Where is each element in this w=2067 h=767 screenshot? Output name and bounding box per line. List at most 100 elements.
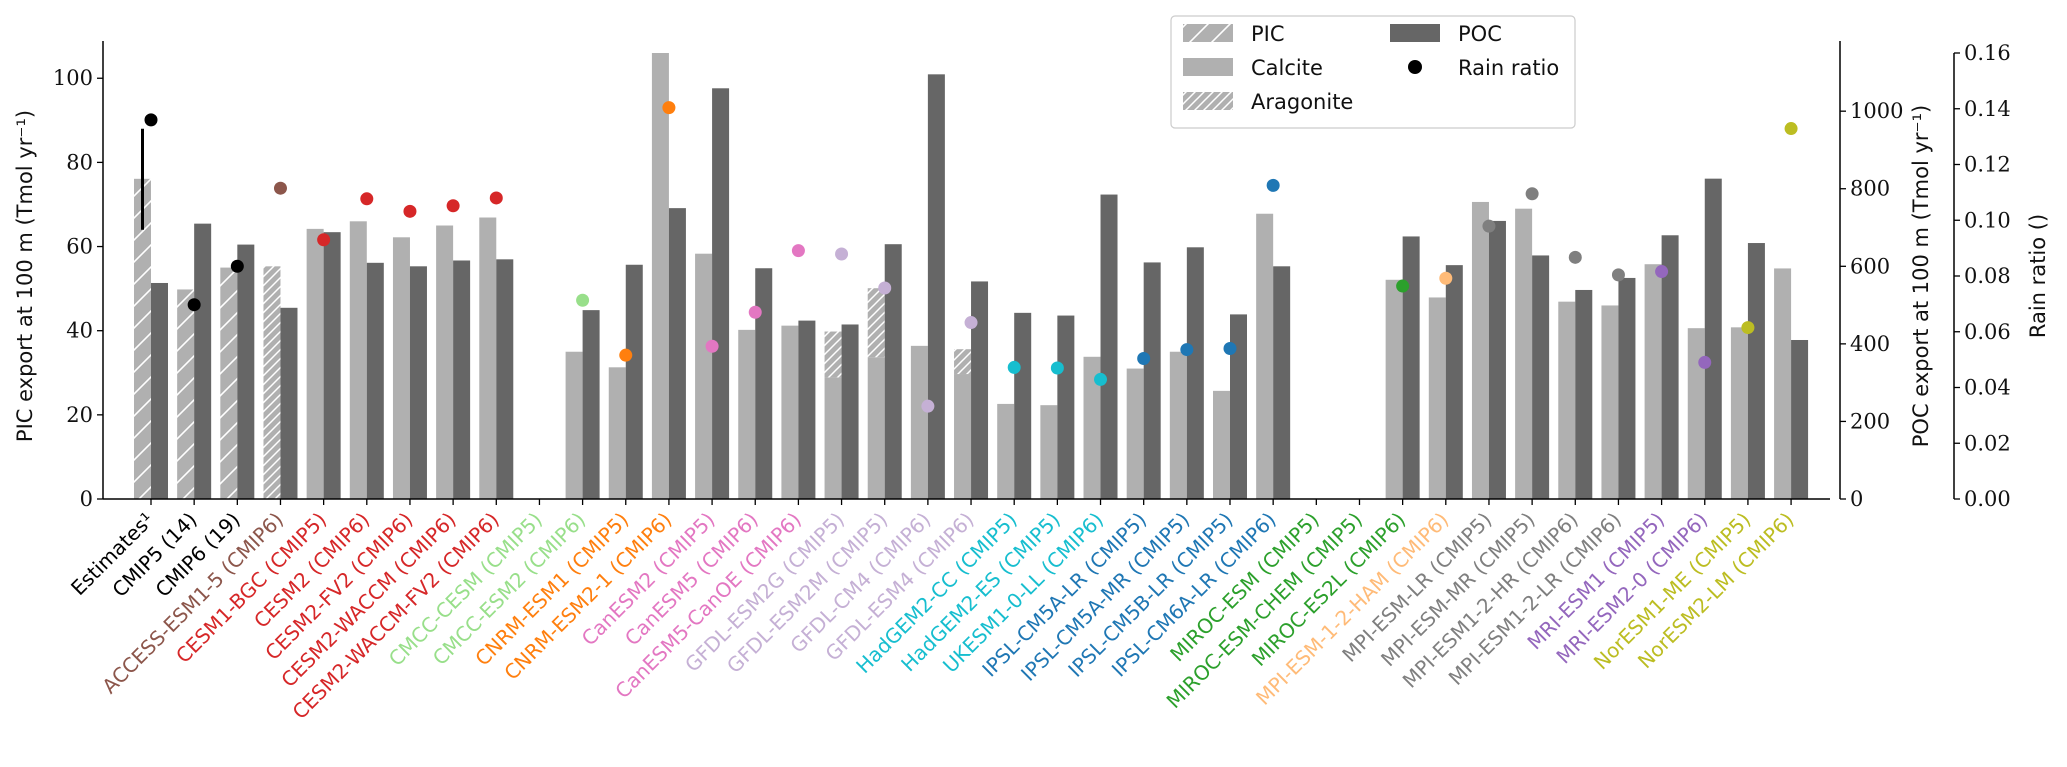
calcite-bar — [781, 325, 799, 499]
legend-pic-swatch — [1183, 24, 1233, 42]
poc-bar — [1186, 247, 1204, 499]
rain-ratio-dot — [360, 192, 374, 206]
rain-tick-label: 0.04 — [1964, 376, 2011, 400]
calcite-bar — [954, 374, 972, 499]
rain-ratio-dot — [1611, 268, 1625, 282]
left-tick-label: 40 — [66, 319, 93, 343]
pic-bar — [177, 289, 195, 499]
rain-tick-label: 0.06 — [1964, 320, 2011, 344]
calcite-bar — [738, 329, 756, 499]
poc-tick-label: 1000 — [1850, 99, 1903, 123]
poc-bar — [927, 74, 945, 499]
poc-tick-label: 600 — [1850, 254, 1890, 278]
aragonite-bar — [954, 349, 972, 375]
left-tick-label: 80 — [66, 150, 93, 174]
poc-bar — [971, 281, 989, 499]
rain-ratio-dot — [705, 339, 719, 353]
rain-ratio-dot — [619, 348, 633, 362]
poc-bar — [1230, 314, 1247, 499]
rain-ratio-dot — [1396, 279, 1410, 293]
poc-tick-label: 800 — [1850, 177, 1890, 201]
calcite-bar — [1644, 264, 1662, 499]
rain-ratio-dot — [1784, 122, 1798, 136]
rain-ratio-dot — [187, 298, 201, 312]
rain-ratio-dot — [835, 247, 849, 261]
poc-bar — [151, 282, 168, 499]
rain-ratio-dot — [1094, 372, 1108, 386]
poc-bar — [1402, 236, 1420, 499]
rain-ratio-dot — [748, 305, 762, 319]
poc-bar — [496, 259, 514, 499]
poc-bar — [280, 307, 298, 499]
legend-calcite-swatch — [1183, 58, 1233, 76]
poc-bar — [755, 268, 773, 499]
poc-bar — [409, 266, 427, 499]
rain-tick-label: 0.12 — [1964, 153, 2011, 177]
calcite-bar — [1385, 279, 1403, 499]
rain-ratio-dot — [230, 259, 244, 273]
legend: PIC Calcite Aragonite POC Rain ratio — [1170, 15, 1576, 129]
bars-layer — [134, 53, 1809, 500]
rain-ratio-dot — [878, 281, 892, 295]
rain-ratio-dot — [1266, 178, 1280, 192]
calcite-bar — [349, 221, 367, 499]
rain-ratio-dot — [1180, 343, 1194, 357]
poc-bar — [1575, 289, 1593, 499]
poc-axis-title: POC export at 100 m (Tmol yr⁻¹) — [1909, 105, 1933, 448]
rain-ratio-dot — [921, 399, 935, 413]
legend-calcite-label: Calcite — [1251, 56, 1323, 80]
rain-ratio-dot — [446, 199, 460, 213]
rain-axis-title: Rain ratio () — [2026, 214, 2050, 338]
legend-poc-label: POC — [1458, 22, 1502, 46]
rain-tick-label: 0.10 — [1964, 208, 2011, 232]
left-tick-label: 0 — [80, 487, 93, 511]
calcite-bar — [565, 351, 583, 499]
rain-ratio-dot — [576, 293, 590, 307]
legend-poc-swatch — [1390, 24, 1440, 42]
rain-ratio-dot — [489, 191, 503, 205]
rain-ratio-dot — [1568, 250, 1582, 264]
poc-bar — [1791, 339, 1809, 499]
rain-tick-label: 0.16 — [1964, 41, 2011, 65]
legend-aragonite-swatch — [1183, 92, 1233, 110]
poc-bar — [1445, 265, 1463, 499]
calcite-bar — [1083, 356, 1101, 499]
legend-rain-label: Rain ratio — [1458, 56, 1559, 80]
poc-bar — [1273, 266, 1291, 499]
calcite-bar — [608, 367, 626, 499]
rain-ratio-dot — [1482, 219, 1496, 233]
poc-bar — [1488, 220, 1506, 499]
rain-ratio-dot — [1223, 341, 1237, 355]
calcite-bar — [306, 228, 324, 499]
rain-ratio-dot — [317, 233, 331, 247]
calcite-bar — [1256, 213, 1274, 499]
poc-bar — [194, 223, 212, 499]
rain-ratio-dot — [1655, 265, 1669, 279]
pic-bar — [134, 178, 151, 499]
poc-bar — [625, 264, 643, 499]
calcite-bar — [479, 217, 497, 500]
rain-ratio-dot — [1137, 352, 1151, 366]
rain-ratio-dot — [1741, 321, 1755, 335]
poc-bar — [1661, 235, 1679, 499]
rain-ratio-dot — [964, 316, 978, 330]
calcite-bar — [1169, 351, 1187, 499]
poc-tick-label: 400 — [1850, 332, 1890, 356]
poc-bar — [798, 320, 816, 499]
rain-ratio-dot — [1698, 355, 1712, 369]
rain-ratio-dot — [273, 181, 287, 195]
calcite-bar — [997, 403, 1015, 499]
poc-bar — [1704, 178, 1722, 500]
poc-bar — [366, 262, 384, 499]
rain-ratio-dot — [403, 204, 417, 218]
rain-ratio-dot — [1050, 361, 1064, 375]
legend-rain-marker — [1408, 60, 1422, 74]
poc-bar — [1747, 243, 1765, 499]
rain-ratio-dot — [144, 113, 158, 127]
poc-bar — [668, 208, 686, 499]
poc-bar — [1057, 315, 1075, 499]
rain-ratio-dot — [1439, 271, 1453, 285]
calcite-bar — [1213, 390, 1230, 499]
left-tick-label: 20 — [66, 403, 93, 427]
calcite-bar — [1730, 327, 1748, 499]
